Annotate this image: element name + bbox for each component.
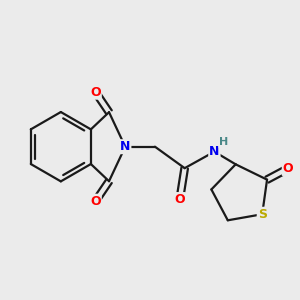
Text: S: S — [258, 208, 267, 221]
Text: H: H — [219, 137, 228, 147]
Text: O: O — [90, 195, 101, 208]
Text: N: N — [120, 140, 130, 153]
Text: O: O — [90, 86, 101, 99]
Text: O: O — [174, 193, 185, 206]
Text: O: O — [283, 162, 293, 175]
Text: N: N — [209, 145, 220, 158]
